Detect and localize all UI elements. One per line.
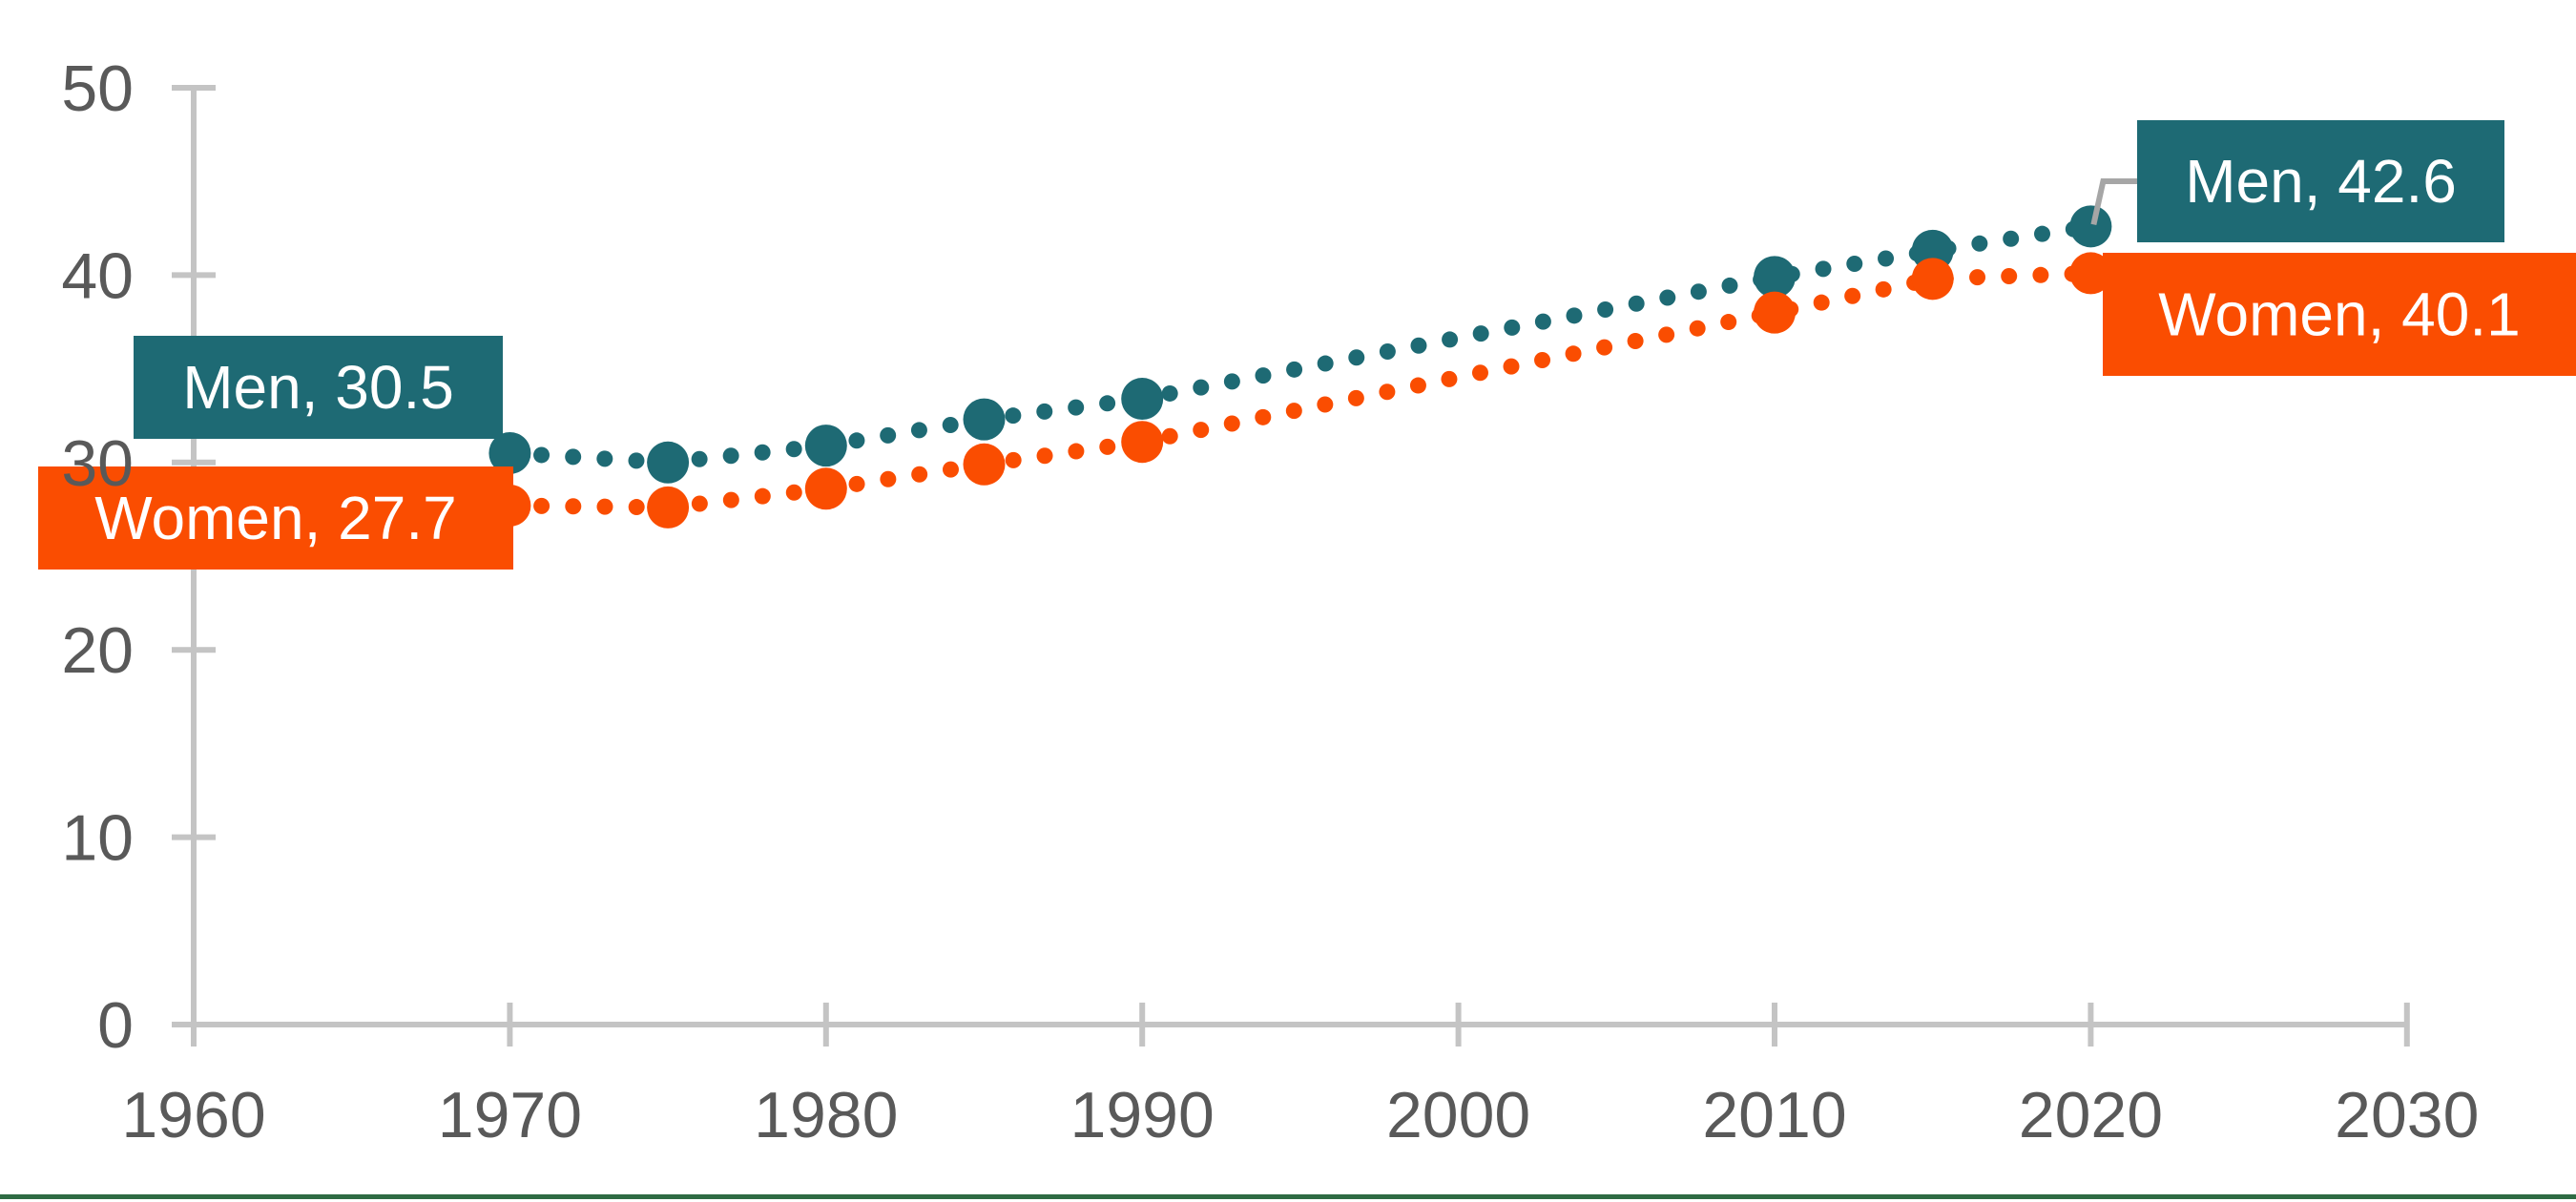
x-tick-label: 2030 [2335,1079,2479,1151]
data-point-marker-men [804,425,847,467]
callout-label-women-first: Women, 27.7 [94,484,456,552]
bottom-rule [0,1194,2576,1199]
series-lines-group [501,218,2099,516]
data-point-marker-women [804,467,847,510]
data-point-marker-women [647,486,690,528]
callout-labels-group: Men, 30.5 Women, 27.7 Men, 42.6 Women, 40.1 [38,120,2576,570]
x-tick-label: 1980 [754,1079,898,1151]
x-tick-label: 1960 [121,1079,265,1151]
y-tick-label: 40 [61,239,134,312]
data-point-marker-women [1121,421,1164,464]
y-tick-label: 50 [61,52,134,125]
y-tick-label: 30 [61,427,134,500]
callout-box-women-first [38,466,513,570]
callout-box-men-first [134,336,503,439]
data-point-marker-men [963,398,1006,441]
callout-box-women-last [2103,253,2576,376]
series-dotted-line-men [501,218,2099,471]
data-point-marker-women [1754,291,1796,334]
x-tick-label: 1990 [1070,1079,1215,1151]
callout-box-men-last [2137,120,2504,242]
data-point-marker-men [647,441,690,484]
data-point-marker-men [1754,256,1796,299]
data-point-marker-women [2069,252,2112,295]
callout-label-men-last: Men, 42.6 [2185,147,2457,216]
x-tick-label: 2010 [1702,1079,1846,1151]
x-tick-label: 1970 [438,1079,582,1151]
x-tick-label: 2020 [2019,1079,2163,1151]
y-tick-label: 0 [97,989,134,1062]
callout-label-men-first: Men, 30.5 [182,353,454,422]
series-dotted-line-women [501,264,2099,516]
y-tick-label: 10 [61,802,134,875]
y-tick-label: 20 [61,614,134,687]
callout-label-women-last: Women, 40.1 [2158,280,2520,349]
data-point-marker-men [488,431,531,474]
data-point-marker-men [2069,205,2112,248]
leader-line [2090,178,2137,225]
data-point-marker-men [1121,378,1164,421]
x-tick-label: 2000 [1386,1079,1530,1151]
data-point-marker-women [1911,258,1954,300]
data-point-marker-women [963,443,1006,486]
